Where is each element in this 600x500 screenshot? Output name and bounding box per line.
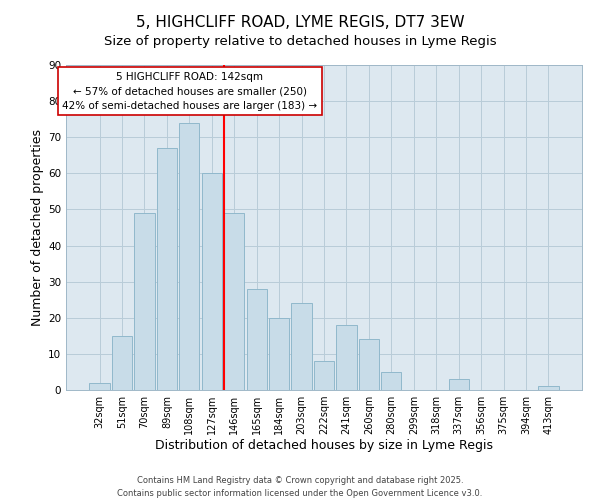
Bar — [202, 174, 222, 390]
Bar — [134, 213, 155, 390]
Text: Contains HM Land Registry data © Crown copyright and database right 2025.
Contai: Contains HM Land Registry data © Crown c… — [118, 476, 482, 498]
Bar — [538, 386, 559, 390]
X-axis label: Distribution of detached houses by size in Lyme Regis: Distribution of detached houses by size … — [155, 438, 493, 452]
Bar — [381, 372, 401, 390]
Bar — [224, 213, 244, 390]
Bar — [179, 123, 199, 390]
Text: Size of property relative to detached houses in Lyme Regis: Size of property relative to detached ho… — [104, 35, 496, 48]
Text: 5, HIGHCLIFF ROAD, LYME REGIS, DT7 3EW: 5, HIGHCLIFF ROAD, LYME REGIS, DT7 3EW — [136, 15, 464, 30]
Bar — [337, 325, 356, 390]
Bar — [269, 318, 289, 390]
Y-axis label: Number of detached properties: Number of detached properties — [31, 129, 44, 326]
Bar — [247, 289, 267, 390]
Bar — [157, 148, 177, 390]
Bar — [449, 379, 469, 390]
Text: 5 HIGHCLIFF ROAD: 142sqm
← 57% of detached houses are smaller (250)
42% of semi-: 5 HIGHCLIFF ROAD: 142sqm ← 57% of detach… — [62, 72, 317, 111]
Bar — [89, 383, 110, 390]
Bar — [112, 336, 132, 390]
Bar — [359, 340, 379, 390]
Bar — [292, 304, 311, 390]
Bar — [314, 361, 334, 390]
